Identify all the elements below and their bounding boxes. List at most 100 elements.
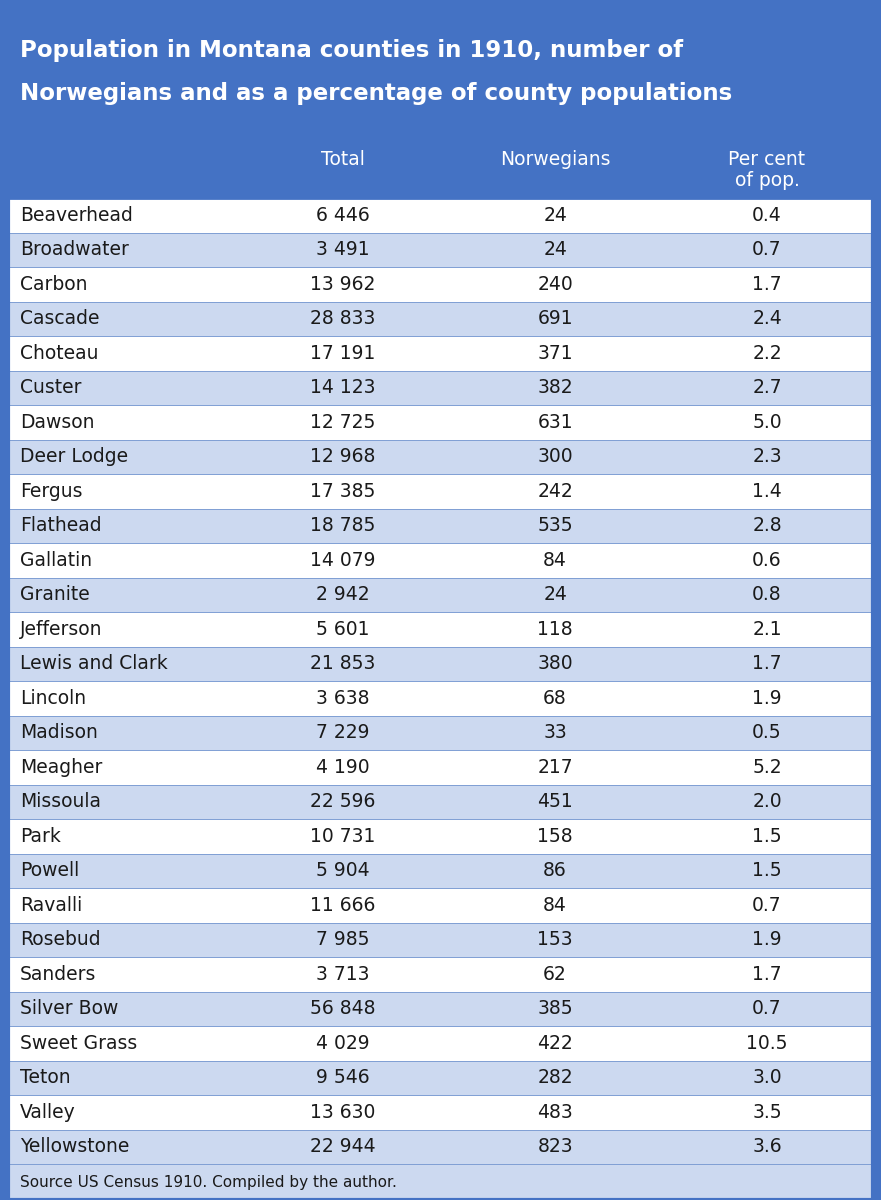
Text: Choteau: Choteau [20,343,99,362]
Text: 62: 62 [544,965,567,984]
Text: Norwegians: Norwegians [500,150,611,169]
Text: Sanders: Sanders [20,965,96,984]
Text: 0.7: 0.7 [752,1000,781,1019]
Text: Jefferson: Jefferson [20,619,102,638]
Text: Gallatin: Gallatin [20,551,93,570]
Text: Norwegians and as a percentage of county populations: Norwegians and as a percentage of county… [20,83,732,106]
Text: 7 229: 7 229 [316,724,370,743]
Text: 12 968: 12 968 [310,448,376,467]
Bar [8,1026,873,1061]
Text: Madison: Madison [20,724,98,743]
Text: 10.5: 10.5 [746,1033,788,1052]
Bar [8,647,873,680]
Text: 14 123: 14 123 [310,378,376,397]
Text: 1.7: 1.7 [752,965,781,984]
Bar [8,853,873,888]
Text: Park: Park [20,827,61,846]
Text: Fergus: Fergus [20,481,83,500]
Bar [8,680,873,715]
Text: 21 853: 21 853 [310,654,376,673]
Text: Ravalli: Ravalli [20,895,82,914]
Bar [8,577,873,612]
Bar [8,371,873,404]
Text: 631: 631 [537,413,573,432]
Text: 86: 86 [544,862,567,881]
Text: Custer: Custer [20,378,82,397]
Bar [8,439,873,474]
Text: 22 944: 22 944 [310,1138,376,1157]
Text: 3 713: 3 713 [316,965,370,984]
Text: Source US Census 1910. Compiled by the author.: Source US Census 1910. Compiled by the a… [20,1175,396,1189]
Text: Flathead: Flathead [20,516,101,535]
Text: Deer Lodge: Deer Lodge [20,448,128,467]
Bar [8,612,873,647]
Text: 217: 217 [537,757,573,776]
Text: 0.6: 0.6 [752,551,781,570]
Bar [8,266,873,301]
Text: Meagher: Meagher [20,757,102,776]
Text: 84: 84 [544,551,567,570]
Bar [8,785,873,818]
Text: 84: 84 [544,895,567,914]
Text: 24: 24 [544,586,567,605]
Text: 13 962: 13 962 [310,275,376,294]
Text: Per cent: Per cent [729,150,805,169]
Text: 3.5: 3.5 [752,1103,781,1122]
Bar [8,715,873,750]
Text: 6 446: 6 446 [316,205,370,224]
Text: 422: 422 [537,1033,573,1052]
Text: 535: 535 [537,516,573,535]
Text: 2.8: 2.8 [752,516,781,535]
Text: 1.9: 1.9 [752,689,781,708]
Bar [8,336,873,371]
Text: 5 601: 5 601 [316,619,370,638]
Bar [8,301,873,336]
Text: 10 731: 10 731 [310,827,376,846]
Text: 68: 68 [544,689,567,708]
Text: 9 546: 9 546 [316,1068,370,1087]
Text: 1.5: 1.5 [752,862,781,881]
Text: 2.0: 2.0 [752,792,781,811]
Text: Lewis and Clark: Lewis and Clark [20,654,167,673]
Text: 1.7: 1.7 [752,275,781,294]
Text: Broadwater: Broadwater [20,240,129,259]
Text: 0.7: 0.7 [752,895,781,914]
Text: Total: Total [322,150,365,169]
Text: 33: 33 [544,724,567,743]
Text: 4 029: 4 029 [316,1033,370,1052]
Text: 5.0: 5.0 [752,413,781,432]
Bar [8,958,873,991]
Text: Sweet Grass: Sweet Grass [20,1033,137,1052]
Text: 11 666: 11 666 [310,895,376,914]
Text: 282: 282 [537,1068,573,1087]
Text: 28 833: 28 833 [310,310,376,329]
Text: 2.2: 2.2 [752,343,781,362]
Text: 1.5: 1.5 [752,827,781,846]
Text: Silver Bow: Silver Bow [20,1000,118,1019]
Text: Teton: Teton [20,1068,70,1087]
Text: 14 079: 14 079 [310,551,376,570]
Text: 1.7: 1.7 [752,654,781,673]
Text: 13 630: 13 630 [310,1103,376,1122]
Text: 0.5: 0.5 [752,724,781,743]
Text: Granite: Granite [20,586,90,605]
Text: 483: 483 [537,1103,573,1122]
Text: 1.9: 1.9 [752,930,781,949]
Text: 2 942: 2 942 [316,586,370,605]
Text: of pop.: of pop. [735,172,799,190]
Text: Population in Montana counties in 1910, number of: Population in Montana counties in 1910, … [20,38,683,61]
Bar [8,404,873,439]
Text: 17 385: 17 385 [310,481,376,500]
Text: 7 985: 7 985 [316,930,370,949]
Text: 385: 385 [537,1000,573,1019]
Text: 18 785: 18 785 [310,516,376,535]
Bar [8,888,873,923]
Bar [8,818,873,853]
Text: 371: 371 [537,343,573,362]
Text: 382: 382 [537,378,573,397]
Text: 24: 24 [544,240,567,259]
Text: 118: 118 [537,619,573,638]
Text: 24: 24 [544,205,567,224]
Bar [8,198,873,233]
Bar [8,509,873,542]
